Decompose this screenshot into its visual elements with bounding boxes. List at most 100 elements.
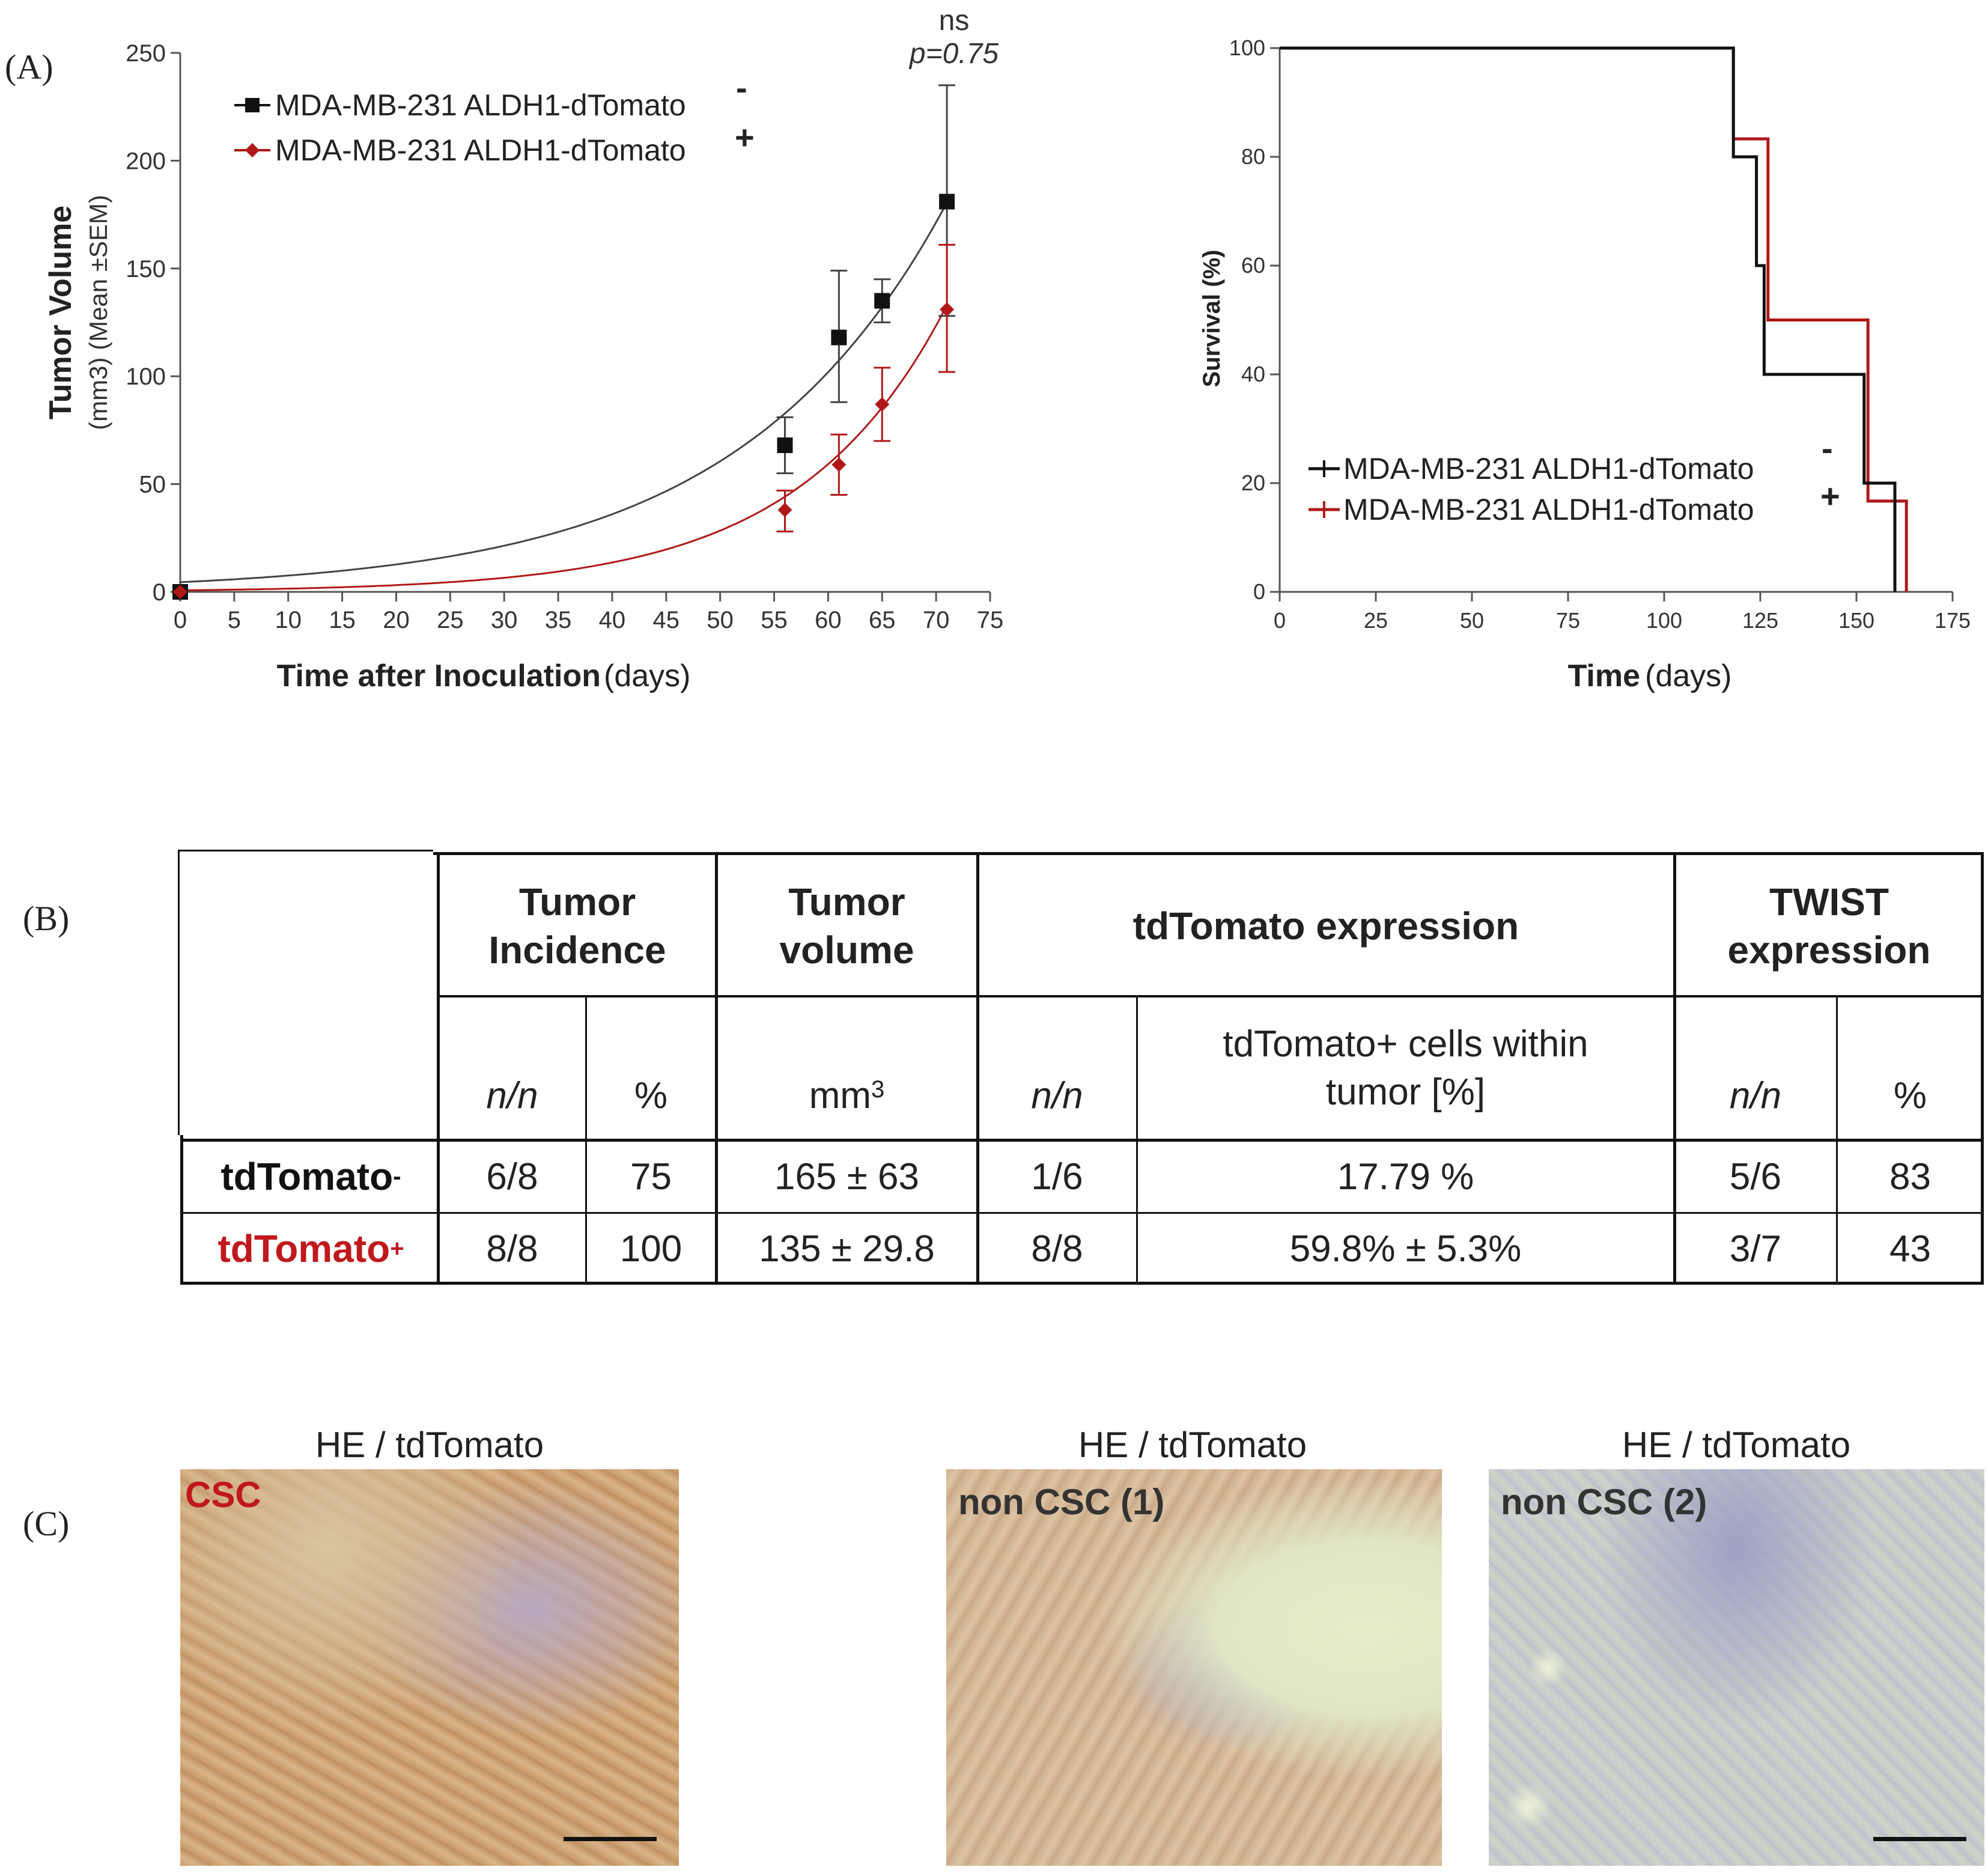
survival-chart: 0 25 50 75 100 125 150 175 0 20 40 60 80 100 Time (da… xyxy=(1199,35,1971,693)
x-tick-label: 25 xyxy=(1364,608,1388,633)
y-tick-label: 80 xyxy=(1241,144,1265,169)
legend-square-marker xyxy=(245,98,260,112)
tumor-volume-xlabel-unit: (days) xyxy=(604,659,690,693)
header-twist-expression: TWIST expression xyxy=(1727,880,1931,972)
tumor-volume-chart: 0 5 10 15 20 25 30 35 40 45 50 55 60 65 70 75 0 50 100 150 2… xyxy=(43,5,1003,693)
survival-xlabel: Time xyxy=(1568,659,1640,693)
subheader-nn-incidence: n/n xyxy=(486,1074,538,1116)
data-point-pos xyxy=(875,397,890,412)
row-label-tdtomato-neg: tdTomato - xyxy=(220,1155,401,1198)
cell-pos-twist-pct: 43 xyxy=(1889,1228,1931,1270)
subheader-nn-twist: n/n xyxy=(1729,1074,1782,1116)
tumor-volume-tick-labels: 0 5 10 15 20 25 30 35 40 45 50 55 60 65 70 75 0 50 100 150 2… xyxy=(126,40,1003,633)
cell-neg-tdtomato-nn: 1/6 xyxy=(1031,1156,1083,1198)
y-tick-label: 150 xyxy=(126,256,166,282)
cell-neg-volume: 165 ± 63 xyxy=(774,1156,919,1198)
image-title-csc: HE / tdTomato xyxy=(315,1425,544,1465)
data-point-pos xyxy=(777,502,792,517)
table-grid-line xyxy=(437,855,440,1285)
header-tdtomato-expression: tdTomato expression xyxy=(1132,904,1519,948)
tumor-volume-ylabel-unit: (mm3) (Mean ±SEM) xyxy=(84,195,112,430)
image-title-noncsc2: HE / tdTomato xyxy=(1622,1425,1851,1465)
table-grid-line xyxy=(1673,855,1676,1285)
x-tick-label: 20 xyxy=(383,607,410,633)
survival-xlabel-unit: (days) xyxy=(1645,659,1731,693)
micrograph-noncsc2: non CSC (2) xyxy=(1489,1469,1984,1866)
y-tick-label: 60 xyxy=(1241,253,1265,278)
survival-ylabel: Survival (%) xyxy=(1199,250,1225,388)
table-grid-line xyxy=(976,855,979,1285)
panel-label-a: (A) xyxy=(5,47,53,87)
tumor-volume-legend: MDA-MB-231 ALDH1-dTomato - MDA-MB-231 AL… xyxy=(234,69,755,167)
table-grid-line xyxy=(183,1212,1984,1214)
x-tick-label: 50 xyxy=(707,607,734,633)
y-tick-label: 100 xyxy=(1229,35,1265,60)
legend-diamond-marker xyxy=(245,143,260,157)
legend-label-pos: MDA-MB-231 ALDH1-dTomato xyxy=(275,133,686,167)
legend-sign-pos: + xyxy=(735,118,755,156)
image-tag-csc: CSC xyxy=(185,1475,261,1515)
survival-legend-label-pos: MDA-MB-231 ALDH1-dTomato xyxy=(1343,493,1754,526)
table-corner-cell xyxy=(178,850,433,1135)
image-title-noncsc1: HE / tdTomato xyxy=(1078,1425,1307,1465)
data-point-pos xyxy=(173,585,187,599)
table-grid-line xyxy=(715,855,718,1285)
data-point-neg xyxy=(874,293,890,309)
x-tick-label: 65 xyxy=(869,607,896,633)
data-point-pos xyxy=(831,457,847,472)
y-tick-label: 40 xyxy=(1241,362,1265,386)
cell-neg-incidence-pct: 75 xyxy=(630,1156,672,1198)
x-tick-label: 5 xyxy=(228,607,241,633)
y-tick-label: 100 xyxy=(126,364,166,390)
micrograph-csc: CSC xyxy=(180,1469,679,1866)
x-tick-label: 0 xyxy=(174,607,187,633)
x-tick-label: 60 xyxy=(815,607,842,633)
ns-annotation: ns xyxy=(939,5,970,37)
tumor-volume-fit-curves xyxy=(180,202,948,591)
p-value-annotation: p=0.75 xyxy=(908,38,999,70)
x-tick-label: 100 xyxy=(1646,608,1682,633)
panel-label-b: (B) xyxy=(23,899,70,938)
micrograph-noncsc1: non CSC (1) xyxy=(946,1469,1442,1866)
x-tick-label: 125 xyxy=(1742,608,1778,633)
cell-neg-tdtomato-cells: 17.79 % xyxy=(1337,1156,1474,1198)
table-grid-line xyxy=(439,995,1984,997)
data-point-neg xyxy=(831,329,847,346)
x-tick-label: 0 xyxy=(1274,608,1286,633)
scale-bar xyxy=(564,1837,657,1841)
cell-neg-incidence-nn: 6/8 xyxy=(486,1156,538,1198)
cell-neg-twist-nn: 5/6 xyxy=(1729,1156,1782,1198)
subheader-nn-tdtomato: n/n xyxy=(1031,1074,1083,1116)
legend-label-neg: MDA-MB-231 ALDH1-dTomato xyxy=(275,88,686,122)
y-tick-label: 0 xyxy=(1253,579,1265,604)
data-point-pos xyxy=(940,302,955,317)
survival-tick-labels: 0 25 50 75 100 125 150 175 0 20 40 60 80 100 xyxy=(1229,35,1971,633)
image-tag-noncsc2: non CSC (2) xyxy=(1501,1482,1707,1522)
y-tick-label: 200 xyxy=(126,148,166,174)
tumor-volume-ylabel: Tumor Volume xyxy=(43,206,78,419)
x-tick-label: 45 xyxy=(653,607,680,633)
survival-curve-neg xyxy=(1280,46,1897,592)
header-tumor-volume: Tumor volume xyxy=(779,880,914,972)
cell-pos-incidence-nn: 8/8 xyxy=(486,1228,538,1270)
header-tumor-incidence: Tumor Incidence xyxy=(488,880,666,972)
summary-table: Tumor Incidence Tumor volume tdTomato ex… xyxy=(180,852,1984,1285)
survival-axes xyxy=(1270,47,1954,601)
row-label-tdtomato-pos: tdTomato + xyxy=(217,1227,404,1270)
data-point-neg xyxy=(777,437,793,454)
cell-pos-tdtomato-nn: 8/8 xyxy=(1031,1228,1083,1270)
survival-curves xyxy=(1280,46,1908,592)
y-tick-label: 250 xyxy=(126,40,166,67)
panel-label-c: (C) xyxy=(23,1504,70,1543)
data-point-neg xyxy=(939,193,955,210)
x-tick-label: 70 xyxy=(923,607,950,633)
tumor-volume-points xyxy=(172,193,955,600)
y-tick-label: 20 xyxy=(1241,471,1265,495)
x-tick-label: 35 xyxy=(545,607,572,633)
survival-legend-sign-pos: + xyxy=(1820,477,1840,515)
x-tick-label: 75 xyxy=(977,607,1004,633)
survival-legend-label-neg: MDA-MB-231 ALDH1-dTomato xyxy=(1343,452,1754,486)
subheader-pct-incidence: % xyxy=(634,1074,668,1116)
image-tag-noncsc1: non CSC (1) xyxy=(958,1482,1165,1522)
survival-legend: MDA-MB-231 ALDH1-dTomato - MDA-MB-231 AL… xyxy=(1309,429,1840,526)
